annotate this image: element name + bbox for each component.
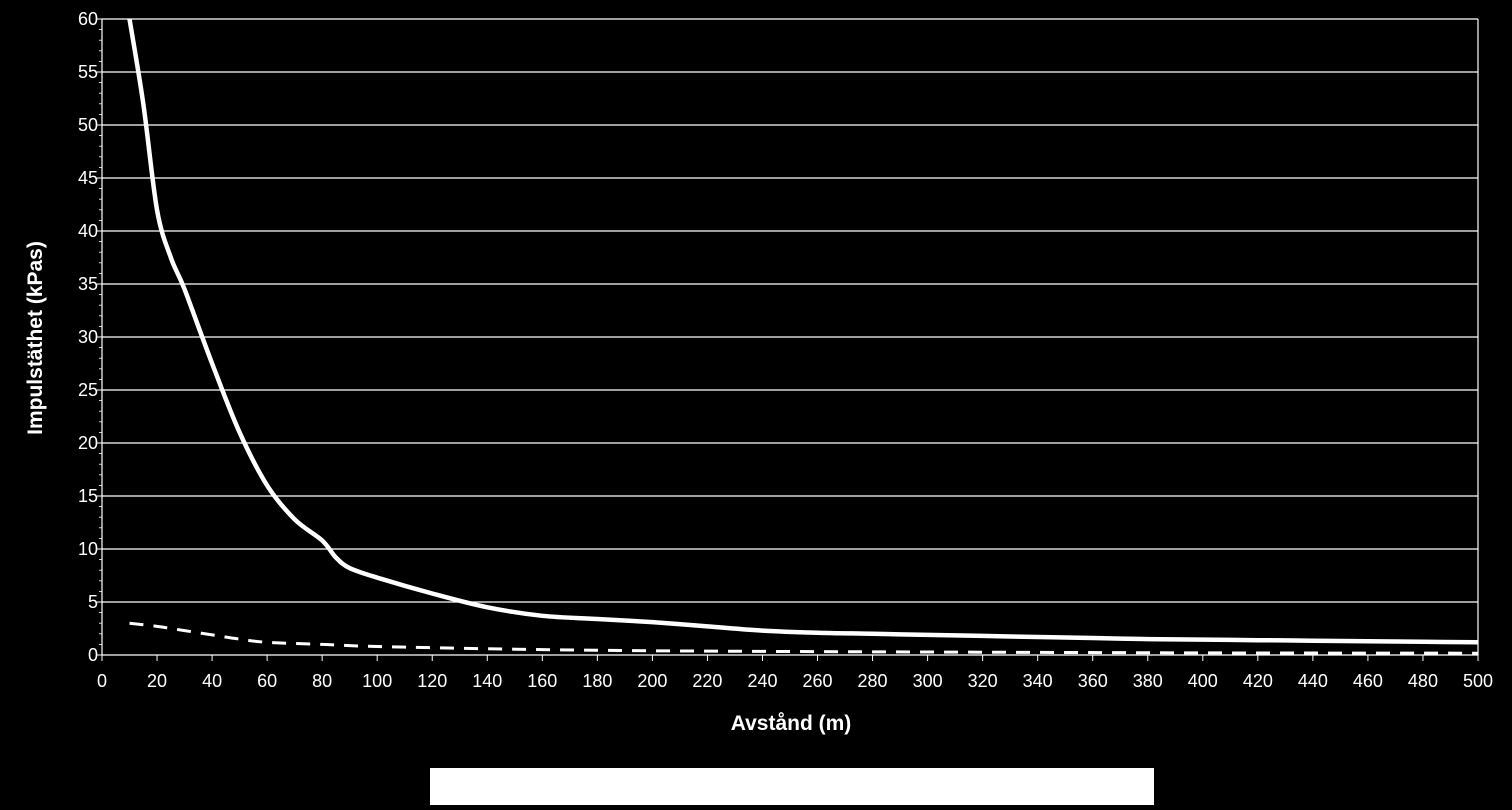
x-tick-labels: 0 20 40 60 80 100 120 140 160 180 200 220 240 260 280 3… <box>97 671 1493 691</box>
x-tick-label: 160 <box>527 671 557 691</box>
y-tick-label: 50 <box>78 115 98 135</box>
x-tick-label: 120 <box>417 671 447 691</box>
x-tick-label: 460 <box>1353 671 1383 691</box>
y-tick-label: 45 <box>78 168 98 188</box>
y-tick-label: 30 <box>78 327 98 347</box>
axes <box>97 18 1479 661</box>
x-tick-label: 360 <box>1078 671 1108 691</box>
x-tick-label: 380 <box>1133 671 1163 691</box>
y-tick-label: 35 <box>78 274 98 294</box>
x-tick-label: 240 <box>747 671 777 691</box>
x-tick-label: 260 <box>802 671 832 691</box>
x-tick-label: 320 <box>968 671 998 691</box>
x-tick-label: 440 <box>1298 671 1328 691</box>
x-tick-label: 340 <box>1023 671 1053 691</box>
y-tick-label: 15 <box>78 486 98 506</box>
y-tick-label: 25 <box>78 380 98 400</box>
gridlines <box>102 18 1478 603</box>
x-tick-label: 300 <box>913 671 943 691</box>
series-line-dashed <box>129 621 1479 655</box>
x-tick-label: 480 <box>1408 671 1438 691</box>
legend-box <box>430 768 1154 805</box>
y-tick-label: 60 <box>78 9 98 29</box>
series-line-solid <box>127 18 1479 645</box>
x-tick-label: 80 <box>312 671 332 691</box>
x-axis-title: Avstånd (m) <box>731 712 852 735</box>
x-tick-label: 500 <box>1463 671 1493 691</box>
x-tick-label: 200 <box>637 671 667 691</box>
x-tick-label: 180 <box>582 671 612 691</box>
x-tick-label: 40 <box>202 671 222 691</box>
y-tick-label: 5 <box>88 592 98 612</box>
x-tick-label: 0 <box>97 671 107 691</box>
y-axis-title: Impulstäthet (kPas) <box>24 241 47 435</box>
x-tick-label: 280 <box>858 671 888 691</box>
y-tick-label: 10 <box>78 539 98 559</box>
x-tick-label: 220 <box>692 671 722 691</box>
x-tick-label: 60 <box>257 671 277 691</box>
y-tick-label: 0 <box>88 645 98 665</box>
x-tick-label: 140 <box>472 671 502 691</box>
y-tick-labels: 0 5 10 15 20 25 30 35 40 45 50 55 60 <box>78 9 98 665</box>
x-tick-label: 420 <box>1243 671 1273 691</box>
y-tick-label: 20 <box>78 433 98 453</box>
x-tick-label: 20 <box>147 671 167 691</box>
y-tick-label: 40 <box>78 221 98 241</box>
series-lines <box>127 18 1479 655</box>
x-tick-label: 400 <box>1188 671 1218 691</box>
x-tick-label: 100 <box>362 671 392 691</box>
y-tick-label: 55 <box>78 62 98 82</box>
